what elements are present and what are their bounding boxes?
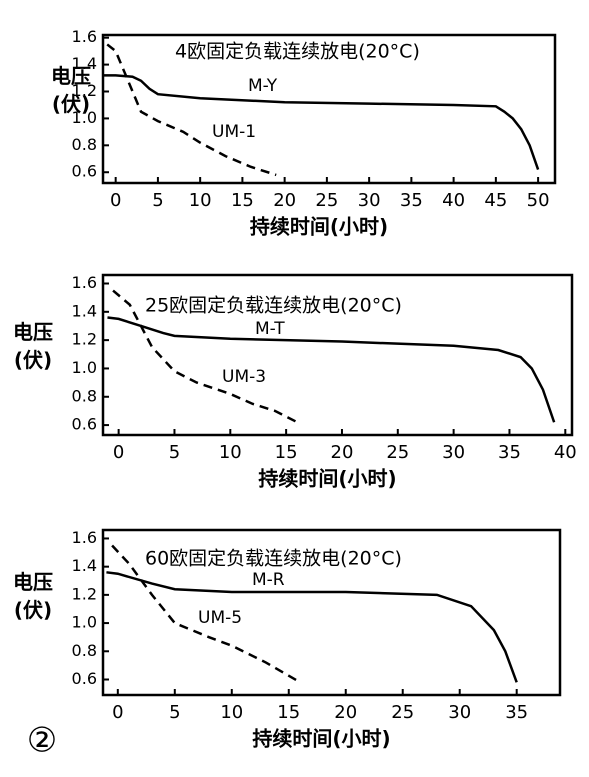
- x-tick-label: 30: [358, 190, 381, 211]
- plot-frame: [101, 528, 562, 697]
- y-tick-label: 1.4: [72, 301, 97, 320]
- x-tick-label: 5: [169, 702, 180, 723]
- x-tick-label: 0: [113, 442, 124, 463]
- x-tick-label: 5: [169, 442, 180, 463]
- figure-label: ②: [27, 721, 57, 761]
- x-tick-label: 10: [189, 190, 212, 211]
- x-tick-label: 0: [110, 190, 121, 211]
- y-tick-label: 1.6: [72, 273, 97, 292]
- x-tick-label: 25: [315, 190, 338, 211]
- x-axis-label: 持续时间(小时): [252, 727, 390, 751]
- y-tick-label: 0.8: [72, 135, 97, 154]
- series-line: [111, 544, 301, 684]
- x-axis-label: 持续时间(小时): [258, 467, 396, 491]
- x-tick-label: 20: [334, 702, 357, 723]
- y-axis-label: 电压(伏): [13, 320, 53, 372]
- x-tick-label: 30: [442, 442, 465, 463]
- series-line: [106, 43, 277, 177]
- series-line: [107, 316, 556, 423]
- x-axis-label: 持续时间(小时): [250, 215, 388, 239]
- x-tick-label: 25: [386, 442, 409, 463]
- y-tick-label: 0.8: [72, 386, 97, 405]
- series-label: M-R: [252, 570, 285, 590]
- y-tick-label: 0.6: [72, 415, 97, 434]
- x-tick-label: 40: [554, 442, 577, 463]
- x-tick-label: 35: [400, 190, 423, 211]
- x-tick-label: 10: [220, 702, 243, 723]
- y-tick-label: 0.6: [72, 162, 97, 181]
- x-tick-label: 35: [498, 442, 521, 463]
- y-tick-label: 1.2: [72, 81, 97, 100]
- y-tick-label: 1.2: [72, 584, 97, 603]
- x-tick-label: 45: [484, 190, 507, 211]
- x-tick-label: 0: [112, 702, 123, 723]
- y-tick-label: 1.0: [72, 358, 97, 377]
- x-tick-label: 20: [331, 442, 354, 463]
- y-tick-label: 1.2: [72, 330, 97, 349]
- y-tick-label: 0.6: [72, 669, 97, 688]
- y-tick-label: 1.6: [72, 27, 97, 46]
- y-tick-label: 1.4: [72, 54, 97, 73]
- series-label: UM-1: [212, 122, 256, 142]
- series-label: M-Y: [248, 76, 278, 96]
- x-tick-label: 15: [275, 442, 298, 463]
- series-label: M-T: [255, 319, 285, 339]
- y-tick-label: 1.6: [72, 528, 97, 547]
- x-tick-label: 40: [442, 190, 465, 211]
- chart-title: 60欧固定负载连续放电(20°C): [145, 548, 402, 570]
- x-tick-label: 10: [219, 442, 242, 463]
- y-tick-label: 1.4: [72, 556, 97, 575]
- x-tick-label: 30: [448, 702, 471, 723]
- x-tick-label: 15: [231, 190, 254, 211]
- x-tick-label: 15: [277, 702, 300, 723]
- y-tick-label: 0.8: [72, 641, 97, 660]
- series-line: [112, 289, 298, 424]
- chart-title: 4欧固定负载连续放电(20°C): [175, 41, 420, 63]
- y-tick-label: 1.0: [72, 613, 97, 632]
- series-line: [106, 571, 518, 683]
- series-label: UM-5: [198, 608, 242, 628]
- series-label: UM-3: [222, 367, 266, 387]
- series-line: [103, 74, 540, 170]
- x-tick-label: 50: [527, 190, 550, 211]
- x-tick-label: 25: [391, 702, 414, 723]
- x-tick-label: 20: [273, 190, 296, 211]
- chart-title: 25欧固定负载连续放电(20°C): [145, 295, 402, 317]
- y-axis-label: 电压(伏): [13, 570, 53, 622]
- plot-frame: [101, 273, 574, 437]
- y-tick-label: 1.0: [72, 108, 97, 127]
- x-tick-label: 35: [505, 702, 528, 723]
- y-axis-label: 电压(伏): [51, 64, 91, 116]
- x-tick-label: 5: [152, 190, 163, 211]
- plot-frame: [101, 33, 557, 185]
